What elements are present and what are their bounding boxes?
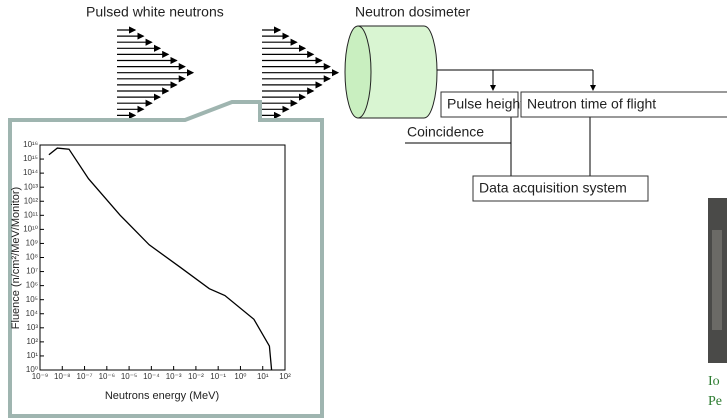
y-tick-label: 10⁵	[26, 295, 38, 304]
y-tick-label: 10¹³	[24, 182, 39, 191]
y-tick-label: 10¹²	[24, 196, 39, 205]
y-tick-label: 10¹⁶	[23, 140, 38, 149]
y-tick-label: 10⁶	[26, 281, 38, 290]
y-tick-label: 10¹	[26, 351, 38, 360]
fluence-line	[48, 147, 273, 371]
box-tof	[520, 91, 727, 118]
x-tick-label: 10¹	[257, 372, 269, 381]
label-pulse-height: Pulse height	[447, 96, 524, 112]
y-tick-label: 10⁰	[26, 365, 38, 374]
y-tick-label: 10²	[26, 337, 38, 346]
label-daq: Data acquisition system	[479, 180, 627, 196]
chart: 10⁻⁹ 10⁻⁸ 10⁻⁷ 10⁻⁶ 10⁻⁵ 10⁻⁴ 10⁻³ 10⁻² 10⁻¹ 10⁰ 1…	[23, 140, 291, 381]
x-axis-label: Neutrons energy (MeV)	[105, 390, 219, 402]
connectors	[405, 69, 596, 176]
y-tick-label: 10¹¹	[24, 210, 39, 219]
box-pulse-height	[440, 91, 519, 118]
x-tick-label: 10⁻¹	[210, 372, 226, 381]
photo-detail	[712, 230, 722, 330]
x-tick-label: 10⁻⁴	[143, 372, 160, 381]
label-pulsed: Pulsed white neutrons	[86, 4, 224, 20]
x-tick-label: 10⁻²	[188, 372, 204, 381]
x-tick-label: 10⁻⁸	[54, 372, 71, 381]
caption-fragment: Pe	[708, 394, 722, 409]
y-tick-label: 10⁴	[26, 309, 39, 318]
x-tick-label: 10⁻³	[166, 372, 182, 381]
y-axis-label: Fluence (n/cm²/MeV/Monitor)	[10, 187, 22, 329]
label-tof: Neutron time of flight	[527, 96, 656, 112]
y-tick-label: 10⁷	[26, 267, 38, 276]
neutron-pulses	[117, 26, 340, 120]
y-tick-label: 10¹⁴	[23, 168, 39, 177]
box-daq	[472, 175, 649, 202]
caption-fragment: Io	[708, 374, 720, 389]
y-tick-label: 10¹⁰	[23, 224, 38, 233]
y-tick-label: 10³	[26, 323, 38, 332]
x-tick-label: 10⁻⁶	[99, 372, 115, 381]
label-dosimeter: Neutron dosimeter	[355, 4, 471, 20]
x-tick-label: 10⁻⁷	[77, 372, 93, 381]
x-tick-label: 10⁻⁵	[121, 372, 137, 381]
inset-frame	[8, 100, 324, 418]
y-tick-label: 10¹⁵	[23, 154, 38, 163]
x-tick-label: 10⁰	[234, 372, 246, 381]
x-tick-label: 10⁻⁹	[32, 372, 49, 381]
y-tick-label: 10⁸	[26, 253, 38, 262]
label-coincidence: Coincidence	[407, 124, 484, 140]
y-tick-label: 10⁹	[26, 239, 38, 248]
x-tick-label: 10²	[279, 372, 291, 381]
dosimeter	[344, 25, 438, 119]
